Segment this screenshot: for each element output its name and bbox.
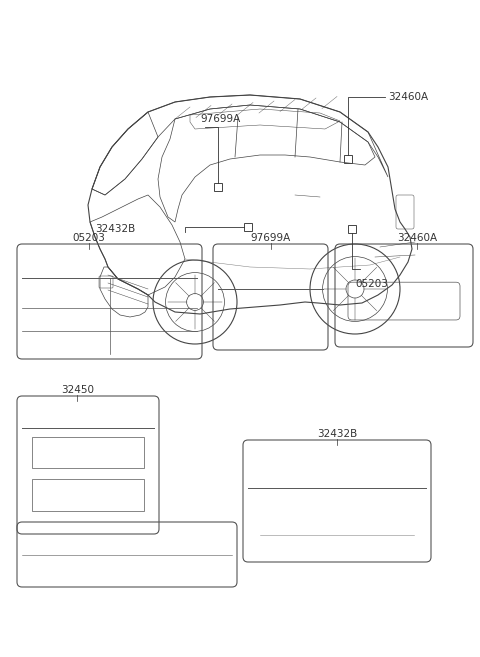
Bar	[348, 225, 356, 233]
Bar	[244, 223, 252, 231]
Text: 32432B: 32432B	[95, 224, 135, 234]
Text: 32460A: 32460A	[397, 233, 437, 243]
Text: 05203: 05203	[355, 279, 388, 289]
Bar	[32, 437, 144, 468]
Text: 97699A: 97699A	[200, 114, 240, 124]
Text: 05203: 05203	[72, 233, 105, 243]
Bar	[344, 155, 352, 163]
Text: 32460A: 32460A	[388, 92, 428, 102]
Text: 97699A: 97699A	[251, 233, 290, 243]
Bar	[214, 183, 222, 191]
Text: 32432B: 32432B	[317, 429, 357, 439]
Bar	[32, 479, 144, 511]
Text: 32450: 32450	[61, 385, 94, 395]
